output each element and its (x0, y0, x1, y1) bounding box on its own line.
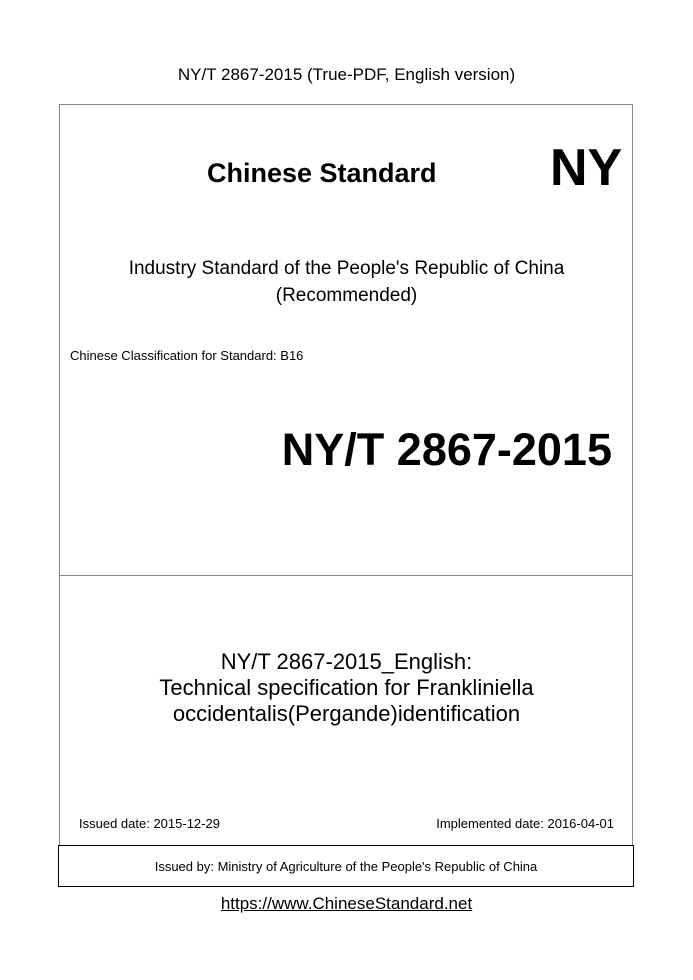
cover-divider (59, 575, 633, 576)
subtitle-line-2: (Recommended) (275, 285, 418, 306)
issued-date: Issued date: 2015-12-29 (79, 816, 220, 831)
issuer-box: Issued by: Ministry of Agriculture of th… (58, 845, 634, 887)
classification: Chinese Classification for Standard: B16 (70, 348, 304, 363)
title-line-3: occidentalis(Pergande)identification (172, 701, 521, 726)
page-header: NY/T 2867-2015 (True-PDF, English versio… (177, 65, 516, 84)
title-line-1: NY/T 2867-2015_English: (220, 649, 473, 674)
website-link[interactable]: https://www.ChineseStandard.net (220, 894, 473, 913)
implemented-date: Implemented date: 2016-04-01 (436, 816, 614, 831)
brand-title: Chinese Standard (207, 158, 437, 188)
title-line-2: Technical specification for Frankliniell… (159, 675, 534, 700)
code-prefix: NY (550, 139, 623, 197)
issued-by: Issued by: Ministry of Agriculture of th… (154, 858, 538, 874)
standard-number: NY/T 2867-2015 (281, 424, 612, 475)
subtitle-line-1: Industry Standard of the People's Republ… (128, 258, 565, 279)
